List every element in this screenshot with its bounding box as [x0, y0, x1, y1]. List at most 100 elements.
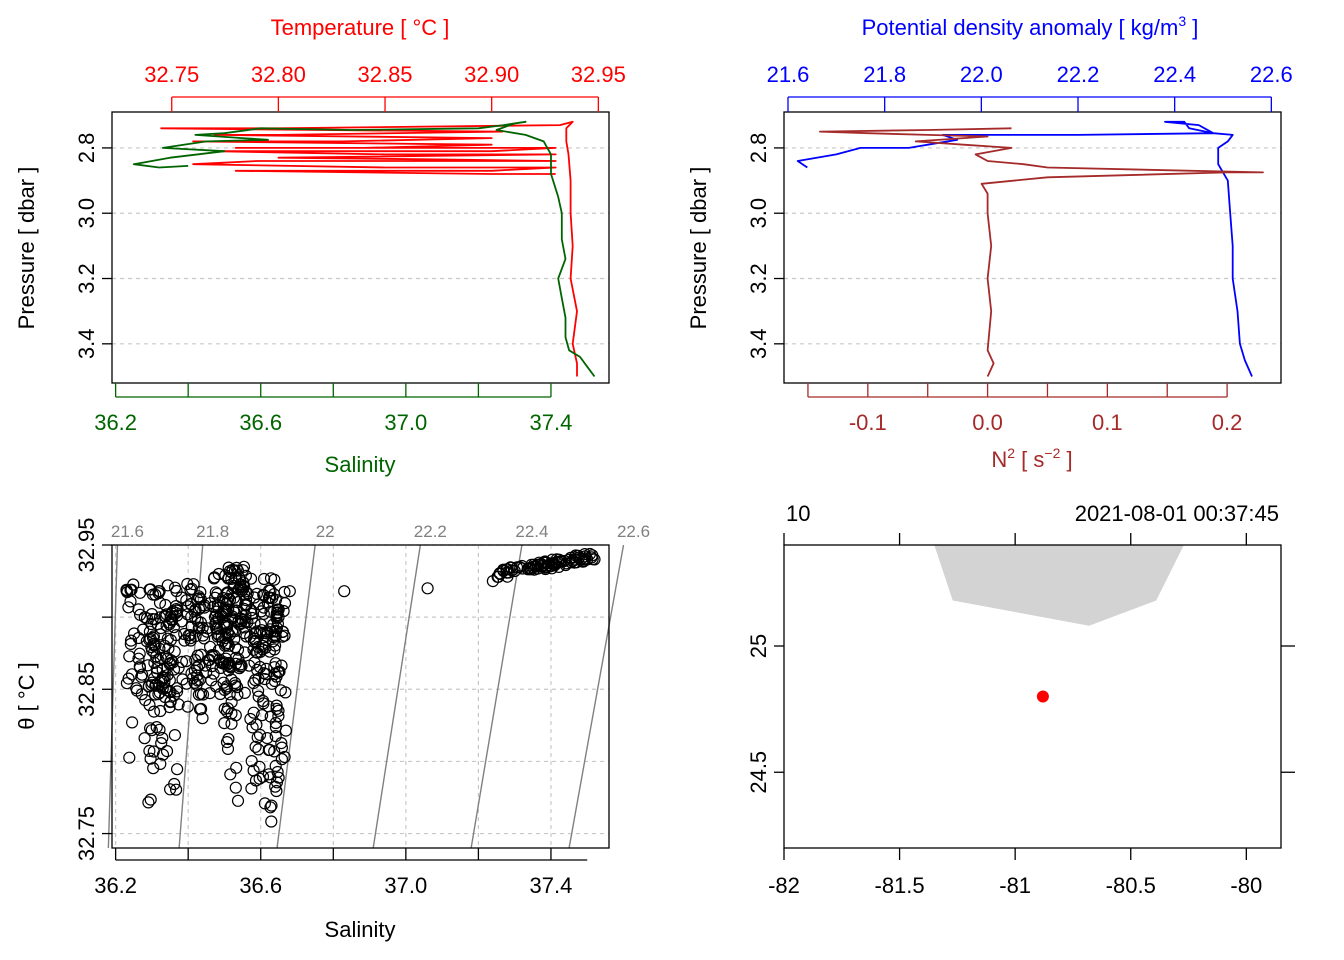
p2-top-tick-label: 21.8: [863, 62, 906, 87]
p2-y-tick-label: 2.8: [746, 133, 771, 164]
p3-scatter-point: [486, 574, 499, 588]
p1-top-tick-label: 32.90: [464, 62, 519, 87]
p3-isopycnal-line: [107, 544, 119, 849]
p4-x-tick-label: -80.5: [1106, 873, 1156, 898]
p3-scatter-point: [231, 688, 244, 701]
p2-bottom-axis-title-main: N: [991, 447, 1007, 472]
p3-scatter-point: [249, 626, 262, 640]
p3-scatter-point: [270, 609, 284, 622]
p3-scatter-point: [279, 724, 292, 737]
p3-scatter-point: [170, 783, 183, 796]
p3-scatter-point: [251, 731, 264, 744]
p4-coastline-land: [934, 545, 1184, 626]
p3-scatter-point: [209, 609, 223, 622]
p3-scatter-point: [196, 688, 210, 701]
p3-scatter-point: [160, 608, 173, 621]
salinity-profile-line: [132, 120, 596, 378]
p3-scatter-point: [162, 642, 175, 655]
p3-isopycnal-line: [568, 544, 625, 849]
p3-scatter-point: [245, 782, 258, 795]
p2-y-axis-title: Pressure [ dbar ]: [686, 167, 711, 330]
p3-scatter-point: [195, 702, 208, 716]
p3-scatter-point: [239, 609, 252, 622]
p3-scatter-point: [125, 668, 139, 681]
p3-isopycnal-line: [470, 544, 523, 849]
p1-y-tick-label: 3.4: [74, 329, 99, 360]
p3-scatter-point: [265, 799, 278, 812]
p3-scatter-point: [185, 667, 198, 680]
p3-scatter-point: [154, 757, 167, 771]
p3-scatter-point: [258, 672, 271, 686]
p2-y-tick-label: 3.0: [746, 198, 771, 229]
p3-scatter-point: [156, 748, 170, 761]
p3-scatter-point: [150, 650, 163, 663]
p3-scatter-point: [180, 655, 193, 668]
p3-scatter-point: [221, 742, 235, 756]
p3-scatter-point: [154, 674, 168, 687]
p2-bottom-axis-title-end: ]: [1060, 447, 1072, 472]
p3-scatter-point: [252, 598, 265, 611]
p3-scatter-point: [181, 700, 194, 713]
p3-scatter-point: [152, 585, 165, 598]
p3-scatter-point: [249, 740, 262, 753]
p3-scatter-point: [261, 596, 274, 609]
p3-scatter-point: [578, 547, 591, 561]
p3-scatter-point: [126, 716, 139, 729]
p3-scatter-point: [254, 645, 267, 659]
p1-y-axis-title: Pressure [ dbar ]: [14, 167, 39, 330]
p3-scatter-point: [278, 597, 292, 610]
p3-scatter-point: [178, 634, 191, 647]
p2-bottom-tick-label: 0.0: [972, 410, 1003, 435]
p3-isopycnal-label: 21.6: [111, 522, 144, 541]
p3-scatter-point: [491, 570, 504, 583]
p3-scatter-point: [238, 646, 251, 659]
p3-x-axis-title: Salinity: [325, 917, 396, 942]
p3-scatter-point: [268, 745, 281, 758]
p3-scatter-point: [184, 634, 197, 647]
p3-scatter-point: [123, 650, 136, 663]
p3-scatter-point: [175, 615, 188, 628]
p2-top-axis-title: Potential density anomaly [ kg/m3 ]: [862, 13, 1199, 40]
p3-scatter-point: [229, 709, 242, 722]
p3-scatter-point: [265, 815, 278, 828]
p3-scatter-point: [130, 682, 143, 695]
p3-y-tick-label: 32.85: [74, 662, 99, 717]
p3-scatter-point: [225, 717, 238, 730]
p3-scatter-point: [142, 796, 155, 809]
p3-scatter-point: [165, 606, 178, 620]
p3-scatter-point: [245, 754, 258, 768]
p3-scatter-point: [268, 661, 281, 674]
p4-x-tick-label: -81: [999, 873, 1031, 898]
p3-scatter-point: [218, 716, 231, 730]
p3-scatter-point: [268, 643, 281, 656]
p3-scatter-point: [251, 663, 264, 677]
p3-scatter-point: [270, 784, 283, 798]
p3-scatter-point: [275, 659, 288, 672]
p3-scatter-point: [262, 584, 276, 597]
p3-scatter-point: [138, 732, 151, 745]
p3-isopycnal-label: 22: [316, 522, 335, 541]
p1-bottom-tick-label: 36.2: [94, 410, 137, 435]
p3-x-tick-label: 37.0: [384, 873, 427, 898]
p1-top-tick-label: 32.75: [144, 62, 199, 87]
p3-scatter-point: [270, 699, 283, 712]
p3-scatter-point: [223, 564, 236, 578]
p3-scatter-point: [153, 723, 166, 736]
p3-scatter-point: [220, 735, 234, 749]
p2-top-tick-label: 22.0: [960, 62, 1003, 87]
p3-scatter-point: [168, 728, 181, 742]
p3-scatter-point: [256, 709, 269, 722]
p3-scatter-point: [181, 577, 194, 591]
p3-scatter-point: [135, 670, 148, 683]
panel-temperature-salinity-profile: 32.75 32.80 32.85 32.90 32.95 36.2 36.6 37.0 37.…: [14, 15, 626, 477]
p2-top-axis-title-end: ]: [1186, 15, 1198, 40]
p3-y-tick-label: 32.75: [74, 806, 99, 861]
p2-y-tick-label: 3.2: [746, 263, 771, 294]
p3-scatter-point: [159, 598, 172, 612]
p3-scatter-point: [510, 561, 524, 574]
p3-scatter-point: [223, 656, 236, 670]
p3-x-tick-label: 36.6: [239, 873, 282, 898]
p3-isopycnal-label: 22.2: [414, 522, 447, 541]
p3-scatter-point: [272, 603, 285, 616]
